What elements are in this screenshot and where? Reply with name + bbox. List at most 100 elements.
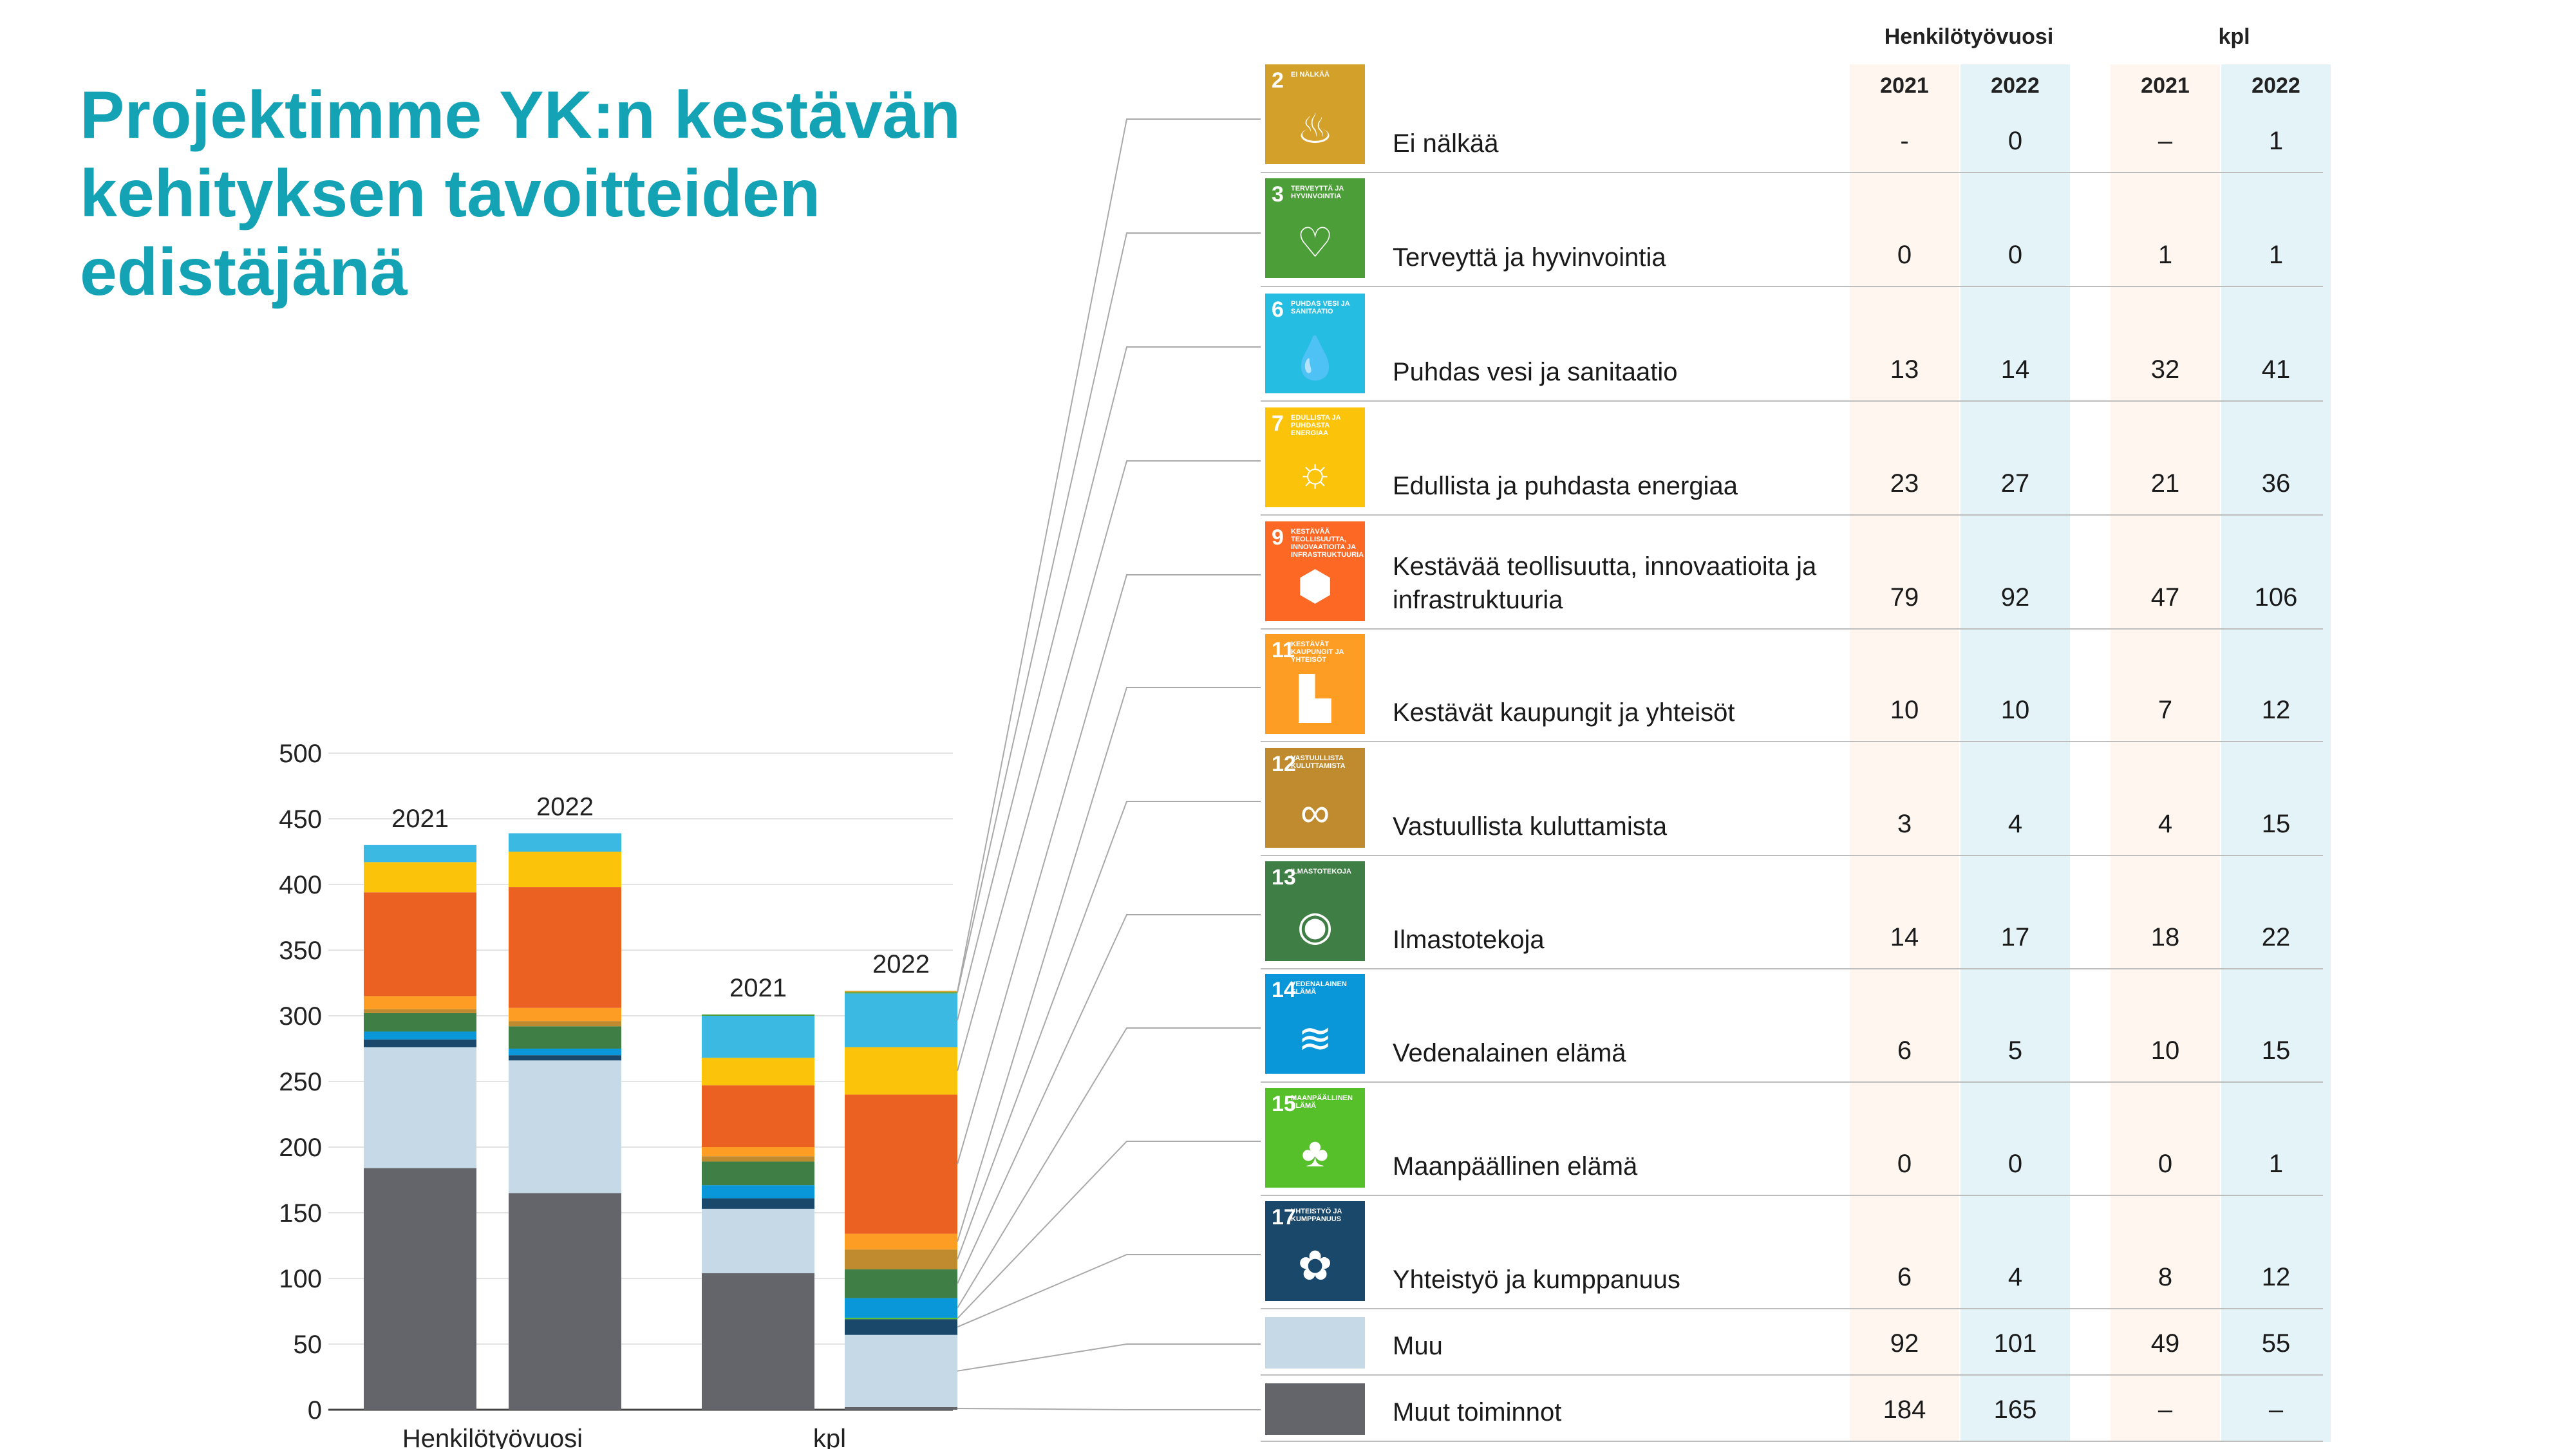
bar-segment [702,1161,814,1186]
leader-line [957,118,1261,992]
table-cell: 23 [1890,469,1919,498]
sdg-7-tile: 7 Edullista ja puhdasta energiaa ☼ [1265,407,1365,507]
table-cell: 7 [2158,696,2173,724]
x-category-label: Henkilötyövuosi [402,1425,583,1449]
row-divider [1261,741,2323,742]
bar-segment [364,1039,476,1047]
row-label: Muu [1393,1332,1443,1360]
table-cell: 21 [2150,469,2180,498]
bar-segment [364,1009,476,1013]
table-cell: 14 [2000,355,2030,384]
bar-year-label: 2021 [729,974,787,1002]
table-cell: 10 [2150,1036,2180,1065]
table-cell: 0 [2007,127,2023,155]
sdg-number: 12 [1272,752,1296,776]
bar-segment [845,1318,957,1320]
sdg-name: Vastuullista kuluttamista [1291,754,1346,770]
table-cell: 1 [2158,241,2173,269]
table-cell: – [2268,1396,2284,1424]
sdg-number: 9 [1272,525,1284,550]
bar-segment [702,1185,814,1199]
table-cell: 6 [1897,1036,1912,1065]
x-category-label: kpl [813,1425,846,1449]
sdg-number: 13 [1272,865,1296,890]
row-divider [1261,400,2323,402]
bar-segment [364,1031,476,1040]
row-label: Maanpäällinen elämä [1393,1152,1638,1181]
row-label: Yhteistyö ja kumppanuus [1393,1266,1680,1294]
bar-segment [845,1094,957,1234]
row-divider [1261,1195,2323,1196]
page-title: Projektimme YK:n kestävän kehityksen tav… [80,78,961,310]
sdg-number: 7 [1272,411,1284,436]
table-cell: 27 [2000,469,2030,498]
y-tick-label: 50 [294,1331,323,1359]
table-cell: 92 [2000,583,2030,612]
bar-segment [364,1047,476,1168]
table-cell: 5 [2007,1036,2023,1065]
sdg-number: 14 [1272,978,1296,1002]
city-icon: ▙ [1299,675,1331,722]
bar-segment [845,1249,957,1269]
table-cell: 0 [2007,241,2023,269]
bar-segment [364,845,476,863]
water-drop-icon: 💧 [1289,335,1341,381]
bar-segment [509,1060,621,1193]
bar-year-label: 2022 [872,950,930,978]
table-cell: 55 [2261,1329,2291,1358]
bar-segment [509,887,621,1008]
bar-segment [364,1013,476,1032]
bar-segment [845,992,957,994]
y-tick-label: 500 [279,740,322,768]
bar-segment [509,1193,621,1410]
table-cell: 0 [2007,1150,2023,1178]
bar-segment [509,1007,621,1022]
leader-line [957,1027,1261,1309]
legend-swatch [1265,1383,1365,1435]
row-label: Kestävää teollisuutta, innovaatioita ja … [1393,552,1817,614]
table-cell: 79 [1890,583,1919,612]
column-background [1850,64,1959,1442]
table-cell: 15 [2261,1036,2291,1065]
row-label: Edullista ja puhdasta energiaa [1393,472,1738,500]
sdg-number: 17 [1272,1205,1296,1229]
bar-segment [702,1273,814,1410]
bar-segment [702,1016,814,1058]
sdg-number: 11 [1272,638,1295,662]
row-label: Ilmastotekoja [1393,926,1545,954]
table-cell: 13 [1890,355,1919,384]
row-label: Vedenalainen elämä [1393,1039,1626,1067]
infinity-icon: ∞ [1300,789,1330,836]
column-background [2111,64,2220,1442]
sdg-number: 3 [1272,182,1284,207]
leader-line [957,801,1261,1260]
sdg-14-tile: 14 Vedenalainen elämä ≋ [1265,974,1365,1074]
table-cell: 1 [2268,1150,2284,1178]
table-cell: 32 [2150,355,2180,384]
header-henkilotyovuosi: Henkilötyövuosi [1884,24,2054,49]
sdg-number: 2 [1272,68,1284,93]
bar-segment [702,1147,814,1157]
row-label: Ei nälkää [1393,129,1499,158]
row-label: Kestävät kaupungit ja yhteisöt [1393,698,1735,727]
table-cell: - [1900,127,1909,155]
year-header: 2022 [1991,73,2040,98]
table-cell: 18 [2150,923,2180,951]
bar-segment [364,892,476,996]
row-divider [1261,514,2323,516]
leader-line [957,1254,1261,1328]
bar-segment [845,991,957,993]
column-background [2221,64,2331,1442]
table-cell: 0 [1897,241,1912,269]
leader-line [957,1141,1261,1319]
bar-segment [509,1055,621,1061]
table-cell: 3 [1897,810,1912,838]
table-cell: 4 [2007,810,2023,838]
heartbeat-icon: ♡ [1296,220,1334,266]
table-cell: 47 [2150,583,2180,612]
leader-line [957,1343,1261,1372]
leader-line [957,1407,1261,1410]
sdg-name: Vedenalainen elämä [1291,980,1347,996]
bar-segment [845,1334,957,1407]
row-divider [1261,1374,2323,1376]
